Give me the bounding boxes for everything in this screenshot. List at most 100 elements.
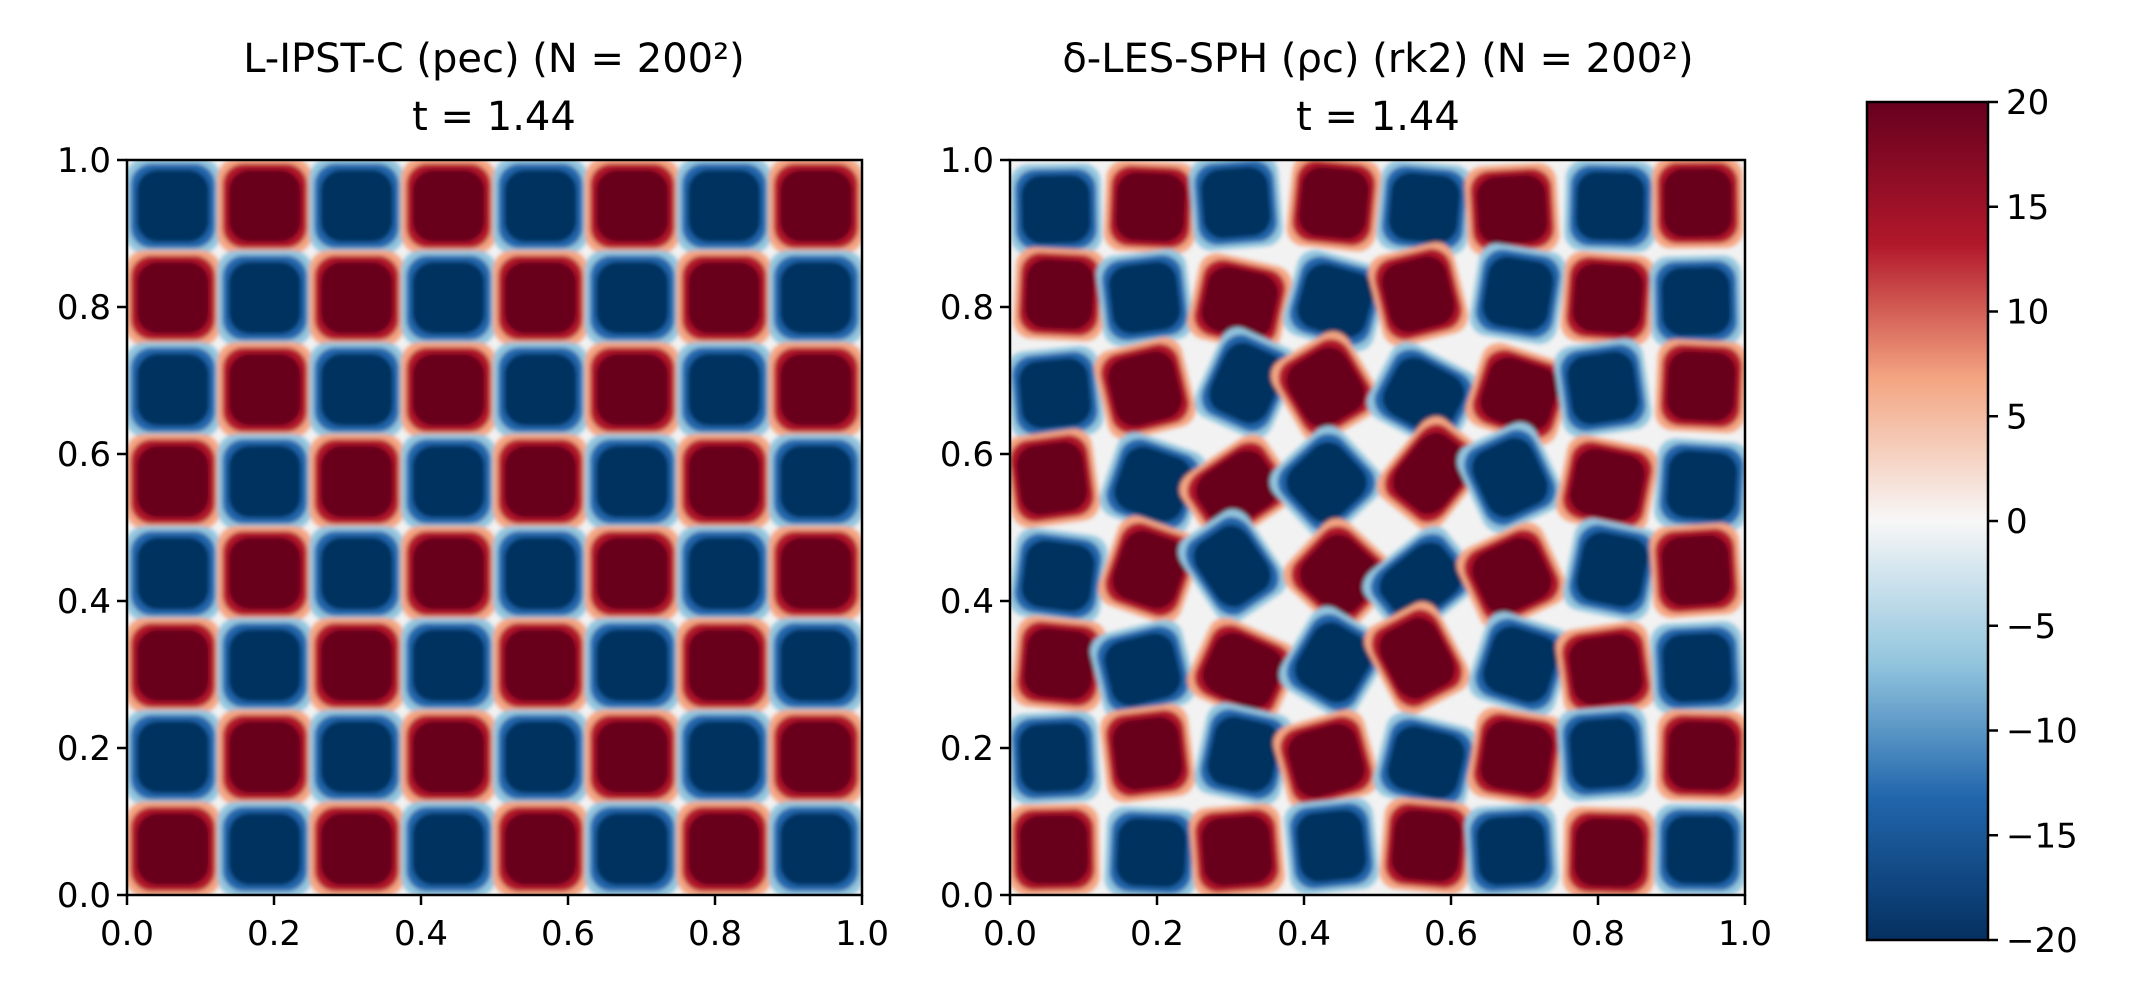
vortex-cell-3-4 bbox=[1392, 432, 1472, 515]
vortex-cell-4-6 bbox=[687, 537, 761, 610]
vortex-cell-3-3 bbox=[412, 445, 485, 518]
vortex-cell-7-2 bbox=[320, 812, 394, 886]
vortex-cell-1-1 bbox=[1108, 261, 1182, 335]
vortex-cell-1-5 bbox=[1482, 256, 1554, 332]
vortex-cell-6-6 bbox=[1568, 717, 1640, 790]
right-axes-frame bbox=[1008, 158, 1747, 897]
vortex-cell-7-3 bbox=[412, 812, 485, 886]
vortex-cell-4-5 bbox=[595, 537, 669, 610]
left-title-line1: L-IPST-C (pec) (N = 200²) bbox=[243, 36, 745, 82]
vortex-cell-1-5 bbox=[595, 261, 669, 335]
vortex-cell-2-6 bbox=[687, 353, 761, 427]
vortex-cell-6-7 bbox=[779, 720, 853, 794]
vortex-cell-4-2 bbox=[1193, 524, 1272, 608]
vortex-cell-5-0 bbox=[136, 628, 210, 702]
x-tick-label-3: 0.6 bbox=[541, 914, 595, 954]
vortex-cell-1-7 bbox=[779, 261, 853, 335]
vortex-cell-0-2 bbox=[1200, 166, 1272, 239]
colorbar-gradient bbox=[1865, 100, 1990, 942]
vortex-cell-6-6 bbox=[687, 720, 761, 794]
vortex-cell-5-3 bbox=[1294, 621, 1374, 704]
vortex-cell-1-4 bbox=[1381, 255, 1456, 334]
vortex-cell-7-4 bbox=[1390, 809, 1463, 883]
vortex-cell-6-5 bbox=[595, 720, 669, 794]
vortex-cell-5-7 bbox=[1661, 632, 1733, 703]
colorbar-tick-label-5: −5 bbox=[2006, 607, 2056, 647]
y-tick-label-3: 0.6 bbox=[57, 435, 111, 475]
vortex-cell-5-6 bbox=[687, 628, 761, 702]
y-tick-label-1: 0.2 bbox=[940, 729, 994, 769]
right-plot-area bbox=[1010, 160, 1745, 895]
vortex-cell-6-4 bbox=[1386, 725, 1466, 799]
left-cells bbox=[127, 160, 862, 895]
y-tick-label-4: 0.8 bbox=[940, 288, 994, 328]
vortex-cell-4-7 bbox=[1660, 534, 1732, 607]
colorbar-tick-label-3: 5 bbox=[2006, 397, 2028, 437]
panel-right: δ-LES-SPH (ρc) (rk2) (N = 200²) t = 1.44… bbox=[940, 36, 1772, 954]
y-tick-label-2: 0.4 bbox=[940, 582, 994, 622]
vortex-cell-4-1 bbox=[228, 537, 302, 610]
left-title-line2: t = 1.44 bbox=[412, 94, 576, 140]
x-tick-label-4: 0.8 bbox=[688, 914, 742, 954]
y-tick-label-2: 0.4 bbox=[57, 582, 111, 622]
colorbar-tick-label-0: 20 bbox=[2006, 83, 2049, 123]
vortex-cell-1-2 bbox=[1200, 266, 1279, 340]
vortex-cell-3-6 bbox=[1569, 447, 1646, 522]
vortex-cell-7-5 bbox=[1475, 814, 1548, 886]
y-tick-label-0: 0.0 bbox=[940, 876, 994, 916]
y-tick-label-0: 0.0 bbox=[57, 876, 111, 916]
colorbar-tick-label-6: −10 bbox=[2006, 712, 2078, 752]
vortex-cell-2-1 bbox=[1107, 350, 1183, 427]
vortex-cell-0-1 bbox=[1114, 171, 1186, 243]
vortex-cell-4-1 bbox=[1112, 529, 1188, 610]
vortex-cell-3-7 bbox=[779, 445, 853, 518]
left-plot-area bbox=[127, 160, 862, 895]
x-tick-label-5: 1.0 bbox=[835, 914, 889, 954]
vortex-cell-2-2 bbox=[320, 353, 394, 427]
vortex-cell-7-3 bbox=[1295, 809, 1368, 883]
vortex-cell-6-7 bbox=[1667, 720, 1738, 791]
vortex-cell-4-6 bbox=[1575, 531, 1649, 608]
vortex-cell-6-0 bbox=[136, 720, 210, 794]
vortex-cell-2-4 bbox=[504, 353, 577, 427]
vortex-cell-5-2 bbox=[320, 628, 394, 702]
vortex-cell-6-3 bbox=[1287, 723, 1366, 798]
vortex-cell-1-1 bbox=[228, 261, 302, 335]
panel-left: L-IPST-C (pec) (N = 200²) t = 1.44 0.0 0.… bbox=[57, 36, 889, 954]
vortex-cell-7-1 bbox=[228, 812, 302, 886]
right-ticks: 0.0 0.2 0.4 0.6 0.8 1.0 0.0 0.2 0.4 0.6 0.8 1.0 bbox=[940, 141, 1772, 954]
vortex-cell-7-7 bbox=[779, 812, 853, 886]
vortex-cell-2-1 bbox=[228, 353, 302, 427]
vortex-cell-3-0 bbox=[136, 445, 210, 518]
vortex-cell-6-0 bbox=[1017, 722, 1089, 794]
vortex-cell-3-7 bbox=[1665, 449, 1738, 521]
colorbar: 20 15 10 5 0 −5 −10 −15 −20 bbox=[1865, 83, 2078, 961]
y-tick-label-4: 0.8 bbox=[57, 288, 111, 328]
vortex-cell-5-5 bbox=[595, 628, 669, 702]
x-tick-label-1: 0.2 bbox=[247, 914, 301, 954]
vortex-cell-3-2 bbox=[320, 445, 394, 518]
vortex-cell-6-5 bbox=[1479, 719, 1554, 794]
vortex-cell-5-6 bbox=[1568, 633, 1644, 706]
vortex-cell-2-5 bbox=[1479, 356, 1560, 432]
x-tick-label-2: 0.4 bbox=[1277, 914, 1331, 954]
vortex-cell-6-4 bbox=[504, 720, 577, 794]
vortex-cell-7-6 bbox=[1573, 817, 1645, 888]
vortex-cell-0-5 bbox=[1476, 174, 1549, 245]
vortex-cell-2-3 bbox=[412, 353, 485, 427]
vortex-cell-5-2 bbox=[1202, 632, 1285, 709]
vortex-cell-4-7 bbox=[779, 537, 853, 610]
y-tick-label-5: 1.0 bbox=[57, 141, 111, 181]
x-tick-label-2: 0.4 bbox=[394, 914, 448, 954]
vortex-cell-0-0 bbox=[1020, 174, 1092, 245]
colorbar-tick-label-2: 10 bbox=[2006, 293, 2049, 333]
left-axes-frame bbox=[125, 158, 864, 897]
right-cells bbox=[1010, 160, 1745, 895]
vortex-cell-1-0 bbox=[1024, 258, 1095, 331]
vortex-cell-3-5 bbox=[595, 445, 669, 518]
vortex-cell-3-2 bbox=[1195, 449, 1280, 530]
vortex-cell-3-6 bbox=[687, 445, 761, 518]
vortex-cell-0-6 bbox=[1575, 170, 1646, 242]
vortex-cell-3-1 bbox=[228, 445, 302, 518]
vortex-cell-1-0 bbox=[136, 261, 210, 335]
